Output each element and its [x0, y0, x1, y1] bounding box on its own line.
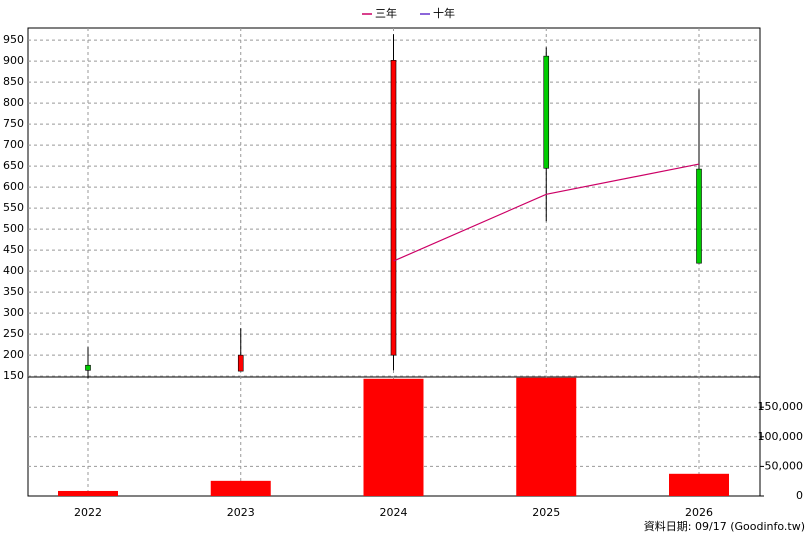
- candle-body: [543, 55, 550, 169]
- y-tick-label: 300: [3, 306, 24, 319]
- x-tick-label: 2025: [532, 506, 560, 519]
- y-tick-label: 800: [3, 96, 24, 109]
- y-tick-label: 150: [3, 369, 24, 382]
- y2-tick-label: 0: [796, 489, 803, 502]
- y2-tick-label: 150,000: [758, 400, 804, 413]
- legend-label: 三年: [375, 6, 397, 20]
- y-tick-label: 600: [3, 180, 24, 193]
- source-note: 資料日期: 09/17 (Goodinfo.tw): [644, 519, 805, 533]
- volume-bar: [363, 378, 424, 496]
- x-tick-label: 2022: [74, 506, 102, 519]
- y-tick-label: 400: [3, 264, 24, 277]
- y-tick-label: 250: [3, 327, 24, 340]
- y-tick-label: 700: [3, 138, 24, 151]
- y-tick-label: 550: [3, 201, 24, 214]
- y-tick-label: 950: [3, 33, 24, 46]
- y2-tick-label: 50,000: [765, 459, 804, 472]
- y-tick-label: 450: [3, 243, 24, 256]
- candle-body: [390, 60, 397, 356]
- y-tick-label: 350: [3, 285, 24, 298]
- y-tick-label: 200: [3, 348, 24, 361]
- y-tick-label: 500: [3, 222, 24, 235]
- x-tick-label: 2024: [380, 506, 408, 519]
- x-tick-label: 2023: [227, 506, 255, 519]
- y2-tick-label: 100,000: [758, 430, 804, 443]
- candle-body: [237, 354, 244, 372]
- volume-bar: [58, 490, 118, 496]
- volume-bar: [669, 473, 729, 496]
- candle-body: [696, 168, 702, 264]
- y-tick-label: 900: [3, 54, 24, 67]
- volume-bar: [516, 377, 577, 496]
- candle-body: [85, 364, 91, 371]
- volume-bar: [210, 480, 271, 496]
- y-tick-label: 850: [3, 75, 24, 88]
- x-tick-label: 2026: [685, 506, 713, 519]
- legend-label: 十年: [433, 6, 455, 20]
- y-tick-label: 750: [3, 117, 24, 130]
- ma-line: [393, 163, 700, 262]
- y-tick-label: 650: [3, 159, 24, 172]
